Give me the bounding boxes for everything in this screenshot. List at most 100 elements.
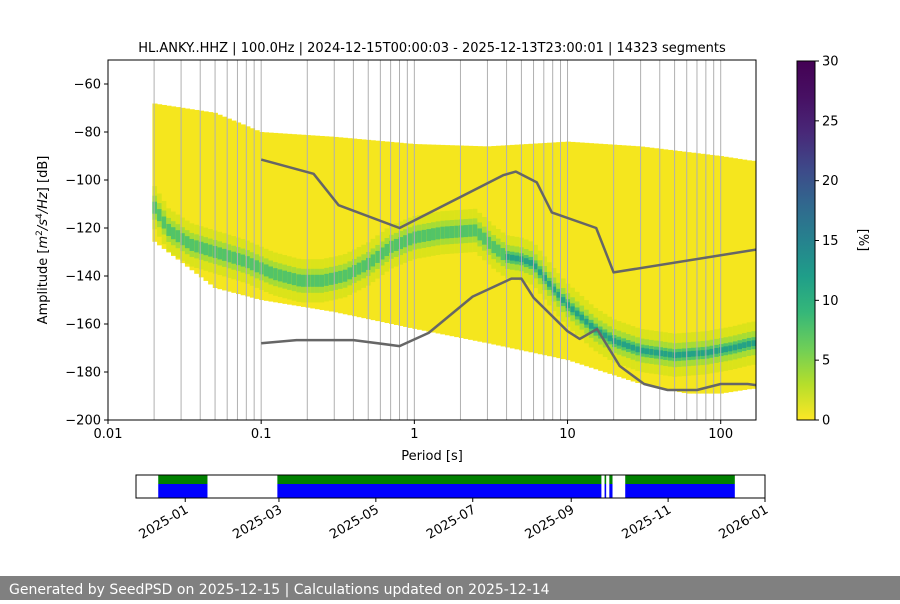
pdf-band-core [695,350,701,357]
pdf-envelope-cell [245,126,251,297]
pdf-band-core [533,263,539,270]
pdf-envelope-cell [328,136,334,312]
pdf-envelope-cell [677,151,683,393]
vertical-gridlines [108,60,722,420]
pdf-band-inner [180,233,186,246]
pdf-envelope-cell [621,145,627,379]
pdf-band-inner [393,238,399,251]
pdf-envelope-cell [658,148,664,389]
availability-segment-blue [604,484,607,498]
pdf-envelope-cell [226,118,232,292]
pdf-band-inner [417,230,423,243]
pdf-envelope-cell [184,108,191,267]
pdf-band-core [556,291,562,298]
pdf-band-inner [347,267,353,280]
pdf-envelope-cell [732,158,738,392]
pdf-band-inner [296,274,302,287]
pdf-envelope-cell [588,143,594,368]
pdf-band-core [542,275,548,281]
pdf-envelope-cell [240,124,246,296]
x-tick-label: 100 [708,427,733,442]
pdf-envelope-cell [686,152,692,394]
pdf-band-inner [254,260,260,273]
pdf-band-core [723,346,729,353]
pdf-band-inner [482,232,488,245]
pdf-band-inner [310,274,316,287]
pdf-envelope-cell [305,135,311,308]
pdf-envelope-cell [700,153,706,394]
pdf-envelope-cell [291,134,297,306]
pdf-envelope-cell [681,151,687,394]
pdf-envelope-cell [314,135,321,310]
pdf-band-inner [305,274,311,287]
pdf-envelope-cell [222,116,228,291]
pdf-envelope-cell [723,156,729,393]
pdf-band-core [639,347,646,354]
pdf-envelope-cell [268,132,274,302]
pdf-band-core [737,343,743,350]
pdf-band-core [514,255,520,262]
pdf-envelope-cell [630,145,636,382]
pdf-band-inner [319,274,325,287]
pdf-envelope-cell [175,107,181,260]
availability-segment-blue [277,484,602,498]
availability-tick-label: 2025-01 [137,502,192,542]
availability-tick-label: 2025-05 [327,502,382,542]
pdf-band-inner [268,266,274,279]
pdf-band-inner [426,229,432,242]
pdf-band-core [612,338,618,344]
pdf-band-inner [170,227,177,240]
pdf-envelope-cell [342,137,348,315]
pdf-band-inner [245,256,251,269]
colorbar-tick-label: 15 [822,234,839,249]
pdf-band-core [709,348,715,355]
pdf-envelope-cell [718,156,724,394]
pdf-band-inner [454,225,460,238]
pdf-envelope-cell [347,138,353,316]
pdf-band-inner [500,248,506,261]
pdf-band-inner [324,273,330,286]
pdf-envelope-cell [333,136,339,313]
availability-tick-label: 2025-03 [230,502,285,542]
pdf-envelope-cell [704,154,711,394]
pdf-band-inner [468,224,474,237]
y-tick-label: −140 [65,270,101,285]
availability-segment-blue [625,484,735,498]
pdf-envelope-cell [625,145,632,380]
pdf-band-inner [222,248,228,261]
pdf-band-core [751,340,756,347]
pdf-band-inner [217,247,223,260]
pdf-band-inner [152,201,158,214]
pdf-band-inner [333,271,339,284]
pdf-band-core [616,339,622,346]
x-tick-label: 10 [559,427,576,442]
pdf-envelope-cell [547,142,553,357]
pdf-envelope-cell [277,133,283,304]
pdf-envelope-cell [370,140,376,321]
pdf-band-core [547,280,553,287]
availability-segment-blue [158,484,208,498]
pdf-band-inner [277,269,283,282]
pdf-band-core [667,351,673,358]
pdf-envelope-cell [231,120,237,293]
pdf-band-inner [194,240,200,253]
pdf-envelope-cell [361,139,367,319]
pdf-band-inner [435,227,441,240]
pdf-envelope-cell [598,143,604,371]
pdf-envelope-cell [319,135,325,310]
availability-tick-label: 2025-09 [523,502,578,542]
pdf-envelope-cell [653,148,659,388]
y-tick-label: −60 [74,78,101,93]
pdf-band-inner [249,258,256,271]
pdf-envelope-cell [593,143,599,370]
colorbar-tick-label: 5 [822,354,830,369]
pdf-band-inner [370,254,376,267]
availability-tick-label: 2025-07 [424,502,479,542]
colorbar-tick-label: 25 [822,114,839,129]
pdf-band-inner [407,233,413,246]
pdf-band-inner [352,265,358,278]
pdf-band-inner [463,225,469,238]
pdf-envelope-cell [667,149,673,391]
pdf-band-inner [389,240,395,253]
pdf-band-inner [259,262,265,275]
